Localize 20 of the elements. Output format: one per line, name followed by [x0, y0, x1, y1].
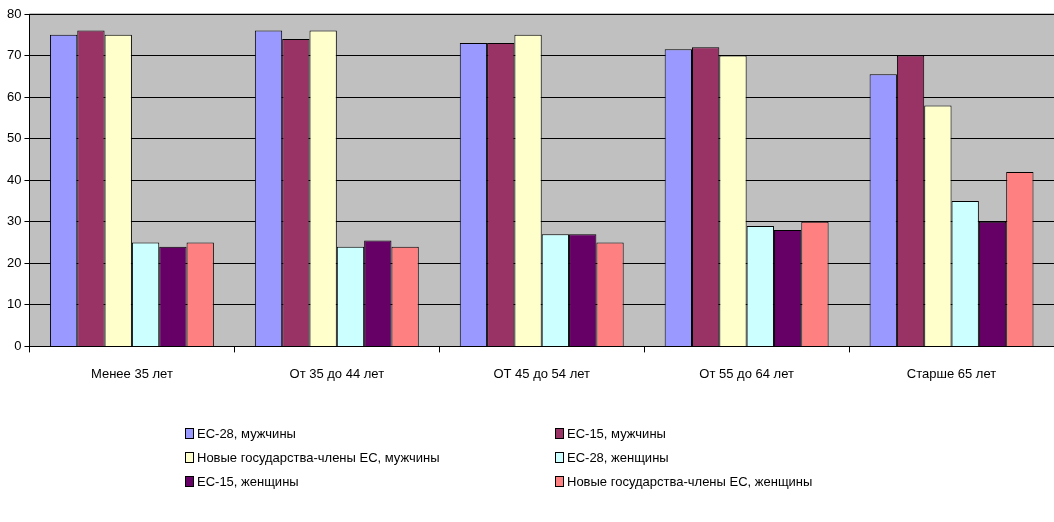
y-tick-label: 70 — [6, 47, 22, 63]
legend-label: Новые государства-члены ЕС, женщины — [567, 474, 813, 489]
y-tick-label: 60 — [6, 88, 22, 104]
x-tick-label: Старше 65 лет — [906, 365, 997, 381]
legend-label: ЕС-28, мужчины — [197, 426, 296, 441]
y-tick-label: 20 — [6, 254, 22, 270]
x-tick-label: Менее 35 лет — [90, 365, 173, 381]
legend-label: Новые государства-члены ЕС, мужчины — [197, 450, 440, 465]
y-tick-label: 30 — [6, 213, 22, 229]
x-tick-label: ОТ 45 до 54 лет — [493, 365, 591, 381]
y-tick-label: 50 — [6, 130, 22, 146]
x-tick-label: От 55 до 64 лет — [699, 365, 794, 381]
y-tick-label: 10 — [6, 296, 22, 312]
legend-label: ЕС-28, женщины — [567, 450, 669, 465]
y-tick-label: 80 — [6, 5, 22, 21]
y-tick-label: 40 — [6, 171, 22, 187]
x-tick-label: От 35 до 44 лет — [289, 365, 385, 381]
legend-label: ЕС-15, мужчины — [567, 426, 666, 441]
y-tick-label: 0 — [14, 337, 22, 353]
legend-label: ЕС-15, женщины — [197, 474, 299, 489]
